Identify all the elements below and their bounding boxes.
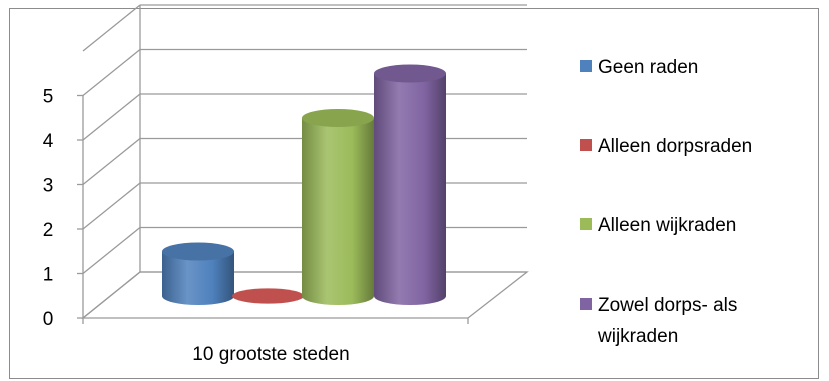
bar	[162, 242, 234, 305]
side-gridline	[82, 137, 141, 186]
legend-label: Zowel dorps- als wijkraden	[597, 295, 737, 347]
bar-body	[374, 73, 446, 305]
bar-top	[162, 242, 234, 261]
legend-label: Alleen wijkraden	[598, 215, 736, 236]
y-tick-label: 0	[43, 309, 54, 330]
y-tick-label: 1	[43, 265, 54, 286]
legend-swatch	[580, 298, 592, 310]
bar	[302, 109, 374, 305]
side-gridline	[82, 93, 141, 141]
bar-body	[302, 118, 374, 305]
legend-swatch	[580, 60, 592, 72]
side-gridline	[82, 4, 141, 52]
legend-swatch	[580, 218, 592, 230]
y-tick-label: 2	[43, 220, 54, 241]
y-tick-label: 5	[43, 87, 54, 108]
bar	[374, 64, 446, 305]
category-label: 10 grootste steden	[192, 344, 349, 365]
floor	[81, 271, 529, 319]
bar	[232, 288, 304, 304]
side-gridline	[82, 48, 141, 97]
side-gridline	[82, 226, 141, 275]
legend-swatch	[580, 139, 592, 151]
bar-top	[374, 64, 446, 83]
y-tick-label: 3	[43, 176, 54, 197]
bar-flat	[232, 288, 304, 304]
bar-top	[302, 109, 374, 127]
y-tick-label: 4	[43, 131, 54, 152]
legend-label: Alleen dorpsraden	[598, 136, 752, 157]
legend-label: Geen raden	[598, 57, 698, 78]
bar-body	[162, 251, 234, 305]
side-gridline	[82, 182, 141, 230]
